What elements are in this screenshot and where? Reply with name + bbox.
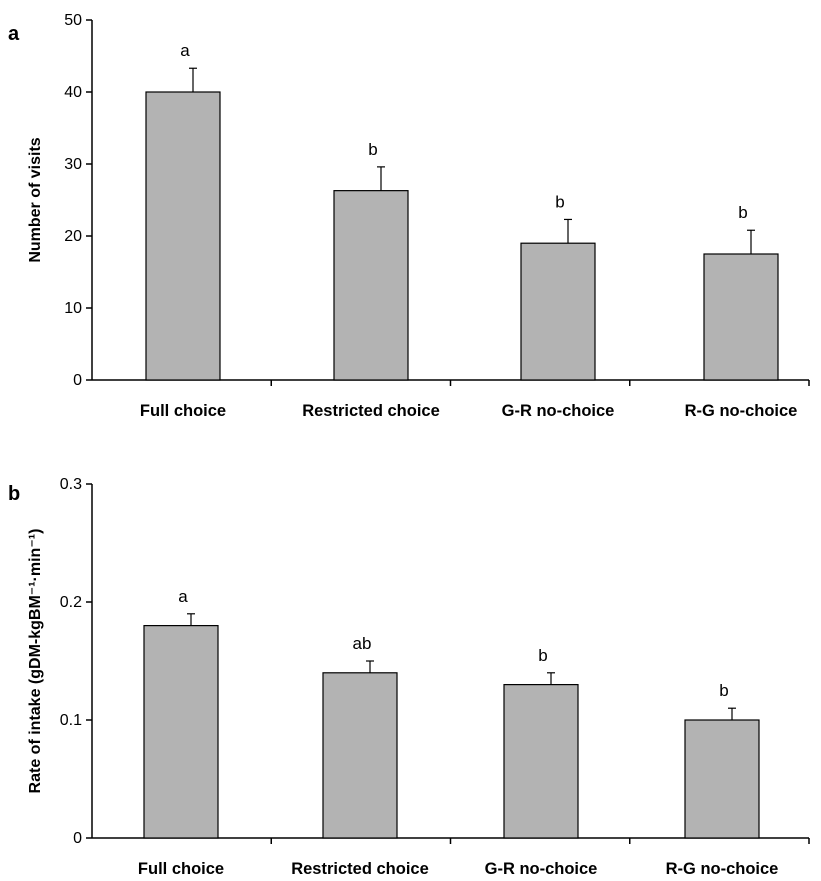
bar-1 xyxy=(145,91,221,381)
significance-label: ab xyxy=(353,634,372,653)
x-category-label: Full choice xyxy=(138,860,224,878)
significance-label: b xyxy=(368,140,377,159)
bar-4 xyxy=(684,719,760,839)
x-category-label: R-G no-choice xyxy=(666,860,779,878)
bar-3 xyxy=(503,683,579,839)
bar-4 xyxy=(703,253,779,381)
bar-2 xyxy=(322,672,398,839)
x-category-label: G-R no-choice xyxy=(502,402,615,420)
y-tick-label: 0.2 xyxy=(60,594,82,611)
panel-letter: a xyxy=(8,23,20,45)
significance-label: b xyxy=(719,681,728,700)
y-tick-label: 0.3 xyxy=(60,476,82,493)
x-category-label: R-G no-choice xyxy=(685,402,798,420)
significance-label: b xyxy=(538,646,547,665)
x-category-label: Full choice xyxy=(140,402,226,420)
y-axis-title: Rate of intake (gDM-kgBM⁻¹·min⁻¹) xyxy=(27,529,44,794)
y-tick-label: 50 xyxy=(64,12,82,29)
significance-label: b xyxy=(738,203,747,222)
bar-1 xyxy=(143,624,219,839)
x-category-label: Restricted choice xyxy=(291,860,429,878)
significance-label: a xyxy=(178,587,188,606)
chart-panel-b: b 0 0.1 0.2 0.3 a Full choice ab Restricted choi… xyxy=(8,476,810,878)
bar-3 xyxy=(520,242,596,381)
x-category-label: Restricted choice xyxy=(302,402,440,420)
chart-panel-a: a 0 10 20 30 40 50 a Full choice b Restricted choi… xyxy=(8,12,810,420)
y-tick-label: 20 xyxy=(64,228,82,245)
bar-2 xyxy=(333,190,409,381)
y-tick-label: 30 xyxy=(64,156,82,173)
y-tick-label: 0 xyxy=(73,372,82,389)
panel-letter: b xyxy=(8,483,20,505)
y-tick-label: 40 xyxy=(64,84,82,101)
y-tick-label: 0.1 xyxy=(60,712,82,729)
y-tick-label: 0 xyxy=(73,830,82,847)
y-axis-title: Number of visits xyxy=(27,137,44,262)
significance-label: a xyxy=(180,41,190,60)
significance-label: b xyxy=(555,192,564,211)
x-category-label: G-R no-choice xyxy=(485,860,598,878)
y-tick-label: 10 xyxy=(64,300,82,317)
